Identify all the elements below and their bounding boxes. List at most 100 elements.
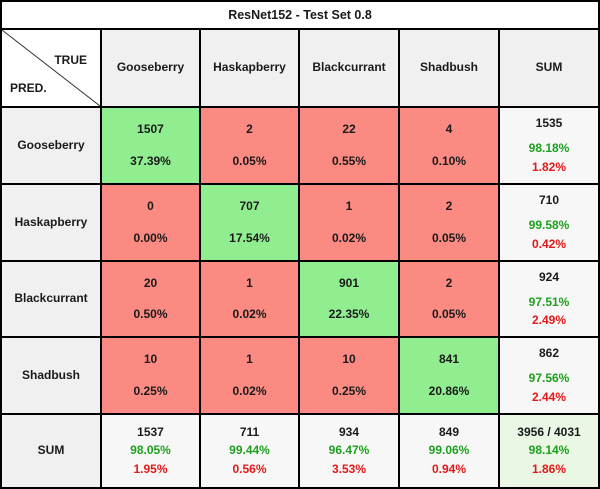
cell-count: 1 bbox=[345, 199, 353, 214]
matrix-cell-r1c3: 2 0.05% bbox=[400, 185, 498, 260]
row-label-shadbush: Shadbush bbox=[2, 338, 100, 413]
cell-percent: 0.05% bbox=[431, 307, 467, 321]
cell-count: 2 bbox=[246, 122, 253, 137]
overall-total-cell: 3956 / 4031 98.14% 1.86% bbox=[500, 415, 598, 487]
column-header-haskapberry: Haskapberry bbox=[201, 30, 298, 106]
cell-count: 1 bbox=[246, 352, 253, 367]
cell-count: 10 bbox=[143, 352, 158, 367]
cell-count: 841 bbox=[438, 352, 460, 367]
sum-count: 710 bbox=[538, 193, 560, 208]
matrix-cell-r1c0: 0 0.00% bbox=[102, 185, 199, 260]
row-sum-cell-gooseberry: 1535 98.18% 1.82% bbox=[500, 108, 598, 183]
cell-percent: 0.05% bbox=[431, 230, 467, 245]
matrix-cell-r0c2: 22 0.55% bbox=[300, 108, 398, 183]
sum-count: 711 bbox=[239, 425, 260, 440]
cell-percent: 0.55% bbox=[331, 153, 367, 168]
table-title: ResNet152 - Test Set 0.8 bbox=[2, 2, 598, 30]
cell-count: 20 bbox=[143, 275, 158, 290]
cell-percent: 0.02% bbox=[331, 230, 367, 245]
matrix-cell-r3c0: 10 0.25% bbox=[102, 338, 199, 413]
corner-cell: TRUE PRED. bbox=[2, 30, 100, 106]
cell-percent: 22.35% bbox=[328, 307, 370, 321]
matrix-cell-r0c1: 2 0.05% bbox=[201, 108, 298, 183]
column-header-blackcurrant: Blackcurrant bbox=[300, 30, 398, 106]
cell-count: 2 bbox=[445, 199, 453, 214]
matrix-grid: TRUE PRED. Gooseberry Haskapberry Blackc… bbox=[2, 30, 598, 487]
sum-correct-pct: 99.06% bbox=[428, 443, 470, 458]
sum-error-pct: 0.56% bbox=[232, 461, 267, 476]
sum-count: 849 bbox=[438, 425, 460, 440]
cell-percent: 37.39% bbox=[130, 153, 171, 168]
sum-correct-pct: 99.44% bbox=[229, 443, 270, 458]
row-label-haskapberry: Haskapberry bbox=[2, 185, 100, 260]
matrix-cell-r0c3: 4 0.10% bbox=[400, 108, 498, 183]
diagonal-line bbox=[2, 30, 100, 106]
cell-count: 10 bbox=[342, 352, 356, 367]
sum-count: 934 bbox=[338, 425, 360, 440]
cell-percent: 0.25% bbox=[331, 383, 367, 398]
column-header-gooseberry: Gooseberry bbox=[102, 30, 199, 106]
matrix-cell-r3c3: 841 20.86% bbox=[400, 338, 498, 413]
col-sum-cell-shadbush: 849 99.06% 0.94% bbox=[400, 415, 498, 487]
sum-error-pct: 0.94% bbox=[431, 461, 467, 476]
cell-percent: 0.50% bbox=[133, 307, 168, 321]
cell-percent: 0.02% bbox=[232, 307, 267, 321]
cell-count: 1507 bbox=[137, 122, 164, 137]
pred-axis-label: PRED. bbox=[10, 80, 47, 95]
matrix-cell-r2c3: 2 0.05% bbox=[400, 262, 498, 336]
sum-count: 924 bbox=[538, 269, 560, 284]
col-sum-cell-haskapberry: 711 99.44% 0.56% bbox=[201, 415, 298, 487]
row-label-gooseberry: Gooseberry bbox=[2, 108, 100, 183]
overall-accuracy-pct: 98.14% bbox=[528, 443, 570, 458]
matrix-cell-r2c0: 20 0.50% bbox=[102, 262, 199, 336]
matrix-cell-r0c0: 1507 37.39% bbox=[102, 108, 199, 183]
sum-error-pct: 2.49% bbox=[531, 313, 567, 328]
cell-percent: 0.10% bbox=[431, 153, 467, 168]
cell-count: 901 bbox=[338, 275, 360, 290]
cell-percent: 0.00% bbox=[133, 230, 168, 245]
col-sum-cell-blackcurrant: 934 96.47% 3.53% bbox=[300, 415, 398, 487]
overall-error-pct: 1.86% bbox=[531, 461, 567, 476]
sum-correct-pct: 98.18% bbox=[528, 141, 570, 156]
total-count: 3956 / 4031 bbox=[517, 425, 581, 440]
cell-count: 2 bbox=[445, 275, 453, 290]
matrix-cell-r1c1: 707 17.54% bbox=[201, 185, 298, 260]
cell-percent: 0.25% bbox=[133, 383, 168, 398]
row-sum-cell-haskapberry: 710 99.58% 0.42% bbox=[500, 185, 598, 260]
cell-count: 22 bbox=[342, 122, 356, 137]
cell-count: 4 bbox=[445, 122, 453, 137]
row-label-sum: SUM bbox=[2, 415, 100, 487]
sum-correct-pct: 96.47% bbox=[328, 443, 370, 458]
cell-count: 1 bbox=[246, 275, 253, 290]
cell-percent: 20.86% bbox=[428, 383, 470, 398]
cell-count: 707 bbox=[239, 199, 260, 214]
sum-correct-pct: 97.51% bbox=[528, 294, 570, 309]
sum-error-pct: 2.44% bbox=[531, 389, 567, 404]
cell-percent: 17.54% bbox=[229, 230, 270, 245]
matrix-cell-r2c1: 1 0.02% bbox=[201, 262, 298, 336]
row-sum-cell-shadbush: 862 97.56% 2.44% bbox=[500, 338, 598, 413]
sum-correct-pct: 99.58% bbox=[528, 218, 570, 233]
col-sum-cell-gooseberry: 1537 98.05% 1.95% bbox=[102, 415, 199, 487]
matrix-cell-r1c2: 1 0.02% bbox=[300, 185, 398, 260]
matrix-cell-r3c2: 10 0.25% bbox=[300, 338, 398, 413]
column-header-sum: SUM bbox=[500, 30, 598, 106]
sum-count: 1537 bbox=[137, 425, 164, 440]
sum-error-pct: 1.82% bbox=[531, 159, 567, 174]
cell-percent: 0.02% bbox=[232, 383, 267, 398]
row-sum-cell-blackcurrant: 924 97.51% 2.49% bbox=[500, 262, 598, 336]
sum-correct-pct: 97.56% bbox=[528, 371, 570, 386]
cell-count: 0 bbox=[147, 199, 154, 214]
sum-error-pct: 1.95% bbox=[133, 461, 168, 476]
matrix-cell-r2c2: 901 22.35% bbox=[300, 262, 398, 336]
sum-count: 1535 bbox=[535, 116, 563, 131]
row-label-blackcurrant: Blackcurrant bbox=[2, 262, 100, 336]
sum-error-pct: 3.53% bbox=[331, 461, 367, 476]
matrix-cell-r3c1: 1 0.02% bbox=[201, 338, 298, 413]
column-header-shadbush: Shadbush bbox=[400, 30, 498, 106]
sum-count: 862 bbox=[538, 346, 560, 361]
true-axis-label: TRUE bbox=[54, 53, 87, 67]
sum-correct-pct: 98.05% bbox=[130, 443, 171, 458]
cell-percent: 0.05% bbox=[232, 153, 267, 168]
